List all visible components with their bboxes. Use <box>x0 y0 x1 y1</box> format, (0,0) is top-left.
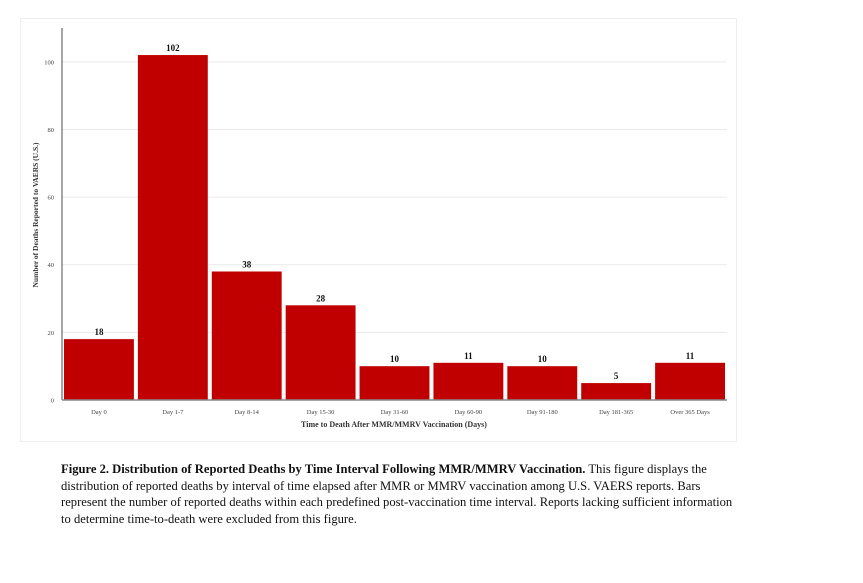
x-tick-label: Day 1-7 <box>162 409 184 416</box>
y-tick-label: 100 <box>44 59 54 66</box>
x-tick-label: Day 15-30 <box>307 409 335 416</box>
bar <box>433 362 504 400</box>
figure-caption: Figure 2. Distribution of Reported Death… <box>61 461 741 527</box>
y-tick-label: 40 <box>48 262 55 269</box>
x-tick-label: Day 60-90 <box>455 409 483 416</box>
y-tick-label: 0 <box>51 398 54 405</box>
caption-title: Figure 2. Distribution of Reported Death… <box>61 462 586 476</box>
x-tick-label: Day 181-365 <box>599 409 633 416</box>
x-tick-label: Day 8-14 <box>235 409 260 416</box>
x-tick-label: Day 91-180 <box>527 409 558 416</box>
bar <box>64 339 134 400</box>
data-label: 10 <box>390 354 400 364</box>
data-label: 11 <box>686 351 695 361</box>
data-label: 28 <box>316 293 326 303</box>
y-tick-label: 20 <box>48 330 55 337</box>
bar <box>137 55 208 401</box>
data-label: 18 <box>94 327 104 337</box>
y-tick-label: 80 <box>48 127 55 134</box>
data-label: 10 <box>538 354 548 364</box>
bar <box>581 383 652 400</box>
data-label: 5 <box>614 371 619 381</box>
caption-body: This figure displays the distribution of… <box>61 462 733 526</box>
x-axis-label: Time to Death After MMR/MMRV Vaccination… <box>301 420 487 429</box>
bar <box>507 366 578 400</box>
bar-chart: 18 102 38 28 10 11 10 5 11 0 20 40 60 80 100 Day 0 Day … <box>31 28 727 429</box>
x-tick-label: Day 31-60 <box>381 409 409 416</box>
data-label: 102 <box>166 43 180 53</box>
data-label: 38 <box>242 259 252 269</box>
bar <box>655 362 725 400</box>
x-tick-label: Day 0 <box>91 409 107 416</box>
data-label: 11 <box>464 351 473 361</box>
bar <box>285 305 356 400</box>
x-tick-label: Over 365 Days <box>670 409 710 416</box>
bar <box>359 366 430 400</box>
y-axis-label: Number of Deaths Reported to VAERS (U.S.… <box>31 142 40 288</box>
bar <box>211 271 282 400</box>
y-tick-label: 60 <box>48 195 55 202</box>
